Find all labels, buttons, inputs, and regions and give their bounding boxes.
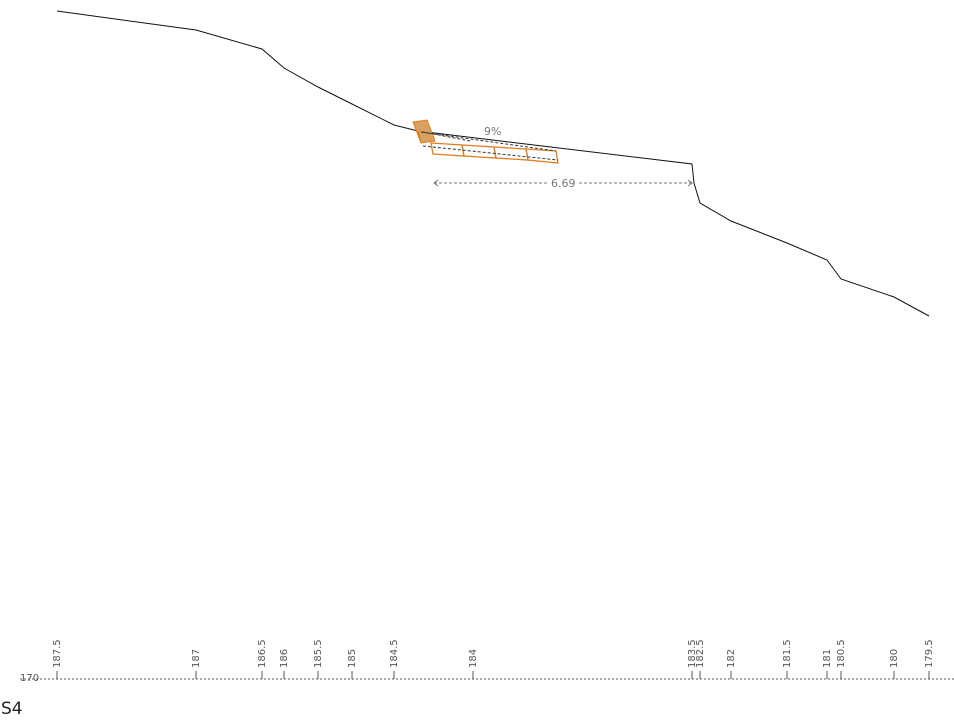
slope-label: 9%: [484, 125, 501, 138]
datum-tick-label: 187.5: [52, 639, 63, 668]
datum-tick-label: 185: [347, 649, 358, 668]
datum-ticks: 187.5 187 186.5 186 185.5 185 184.5 184 183.5182…: [52, 639, 935, 679]
datum-tick-label: 185.5: [313, 639, 324, 668]
distance-label: 6.69: [551, 177, 576, 190]
terrain-profile: [56, 10, 930, 317]
datum-tick-label: 182.5: [695, 639, 706, 668]
datum-tick-label: 181.5: [782, 639, 793, 668]
datum-tick-label: 182: [726, 649, 737, 668]
datum-tick-label: 183.5: [687, 639, 698, 668]
arrow-right-icon: [687, 179, 693, 187]
section-name: S4: [1, 699, 23, 719]
datum-tick-label: 186.5: [257, 639, 268, 668]
datum-axis: 170 187.5 187 186.5 186 185.5 185 184.5 184 183.…: [20, 639, 954, 684]
datum-tick-label: 187: [191, 649, 202, 668]
arrow-left-icon: [433, 179, 439, 187]
datum-tick-label: 186: [279, 649, 290, 668]
datum-label: 170: [20, 673, 39, 684]
datum-tick-label: 180.5: [836, 639, 847, 668]
datum-tick-label: 184: [468, 649, 479, 668]
datum-tick-label: 181: [822, 649, 833, 668]
datum-tick-label: 180: [889, 649, 900, 668]
design-dashed-lines: [420, 131, 559, 161]
datum-tick-label: 179.5: [924, 639, 935, 668]
design-shoulder-fill: [412, 119, 436, 144]
design-slab: [525, 148, 559, 164]
design-edge: [417, 130, 422, 144]
datum-tick-label: 184.5: [389, 639, 400, 668]
distance-dimension: 6.69: [433, 176, 693, 190]
design-slabs: [417, 130, 559, 164]
